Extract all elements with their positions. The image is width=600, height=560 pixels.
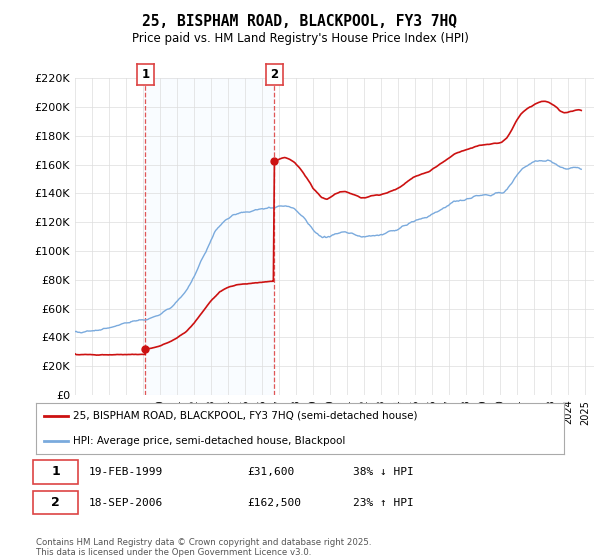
Text: £31,600: £31,600 (247, 467, 295, 477)
Bar (145, 78, 274, 395)
Text: 2: 2 (51, 496, 60, 509)
Text: £162,500: £162,500 (247, 498, 301, 507)
Text: 18-SEP-2006: 18-SEP-2006 (89, 498, 163, 507)
FancyBboxPatch shape (34, 491, 78, 514)
Text: 38% ↓ HPI: 38% ↓ HPI (353, 467, 413, 477)
Text: Contains HM Land Registry data © Crown copyright and database right 2025.
This d: Contains HM Land Registry data © Crown c… (36, 538, 371, 557)
Text: 25, BISPHAM ROAD, BLACKPOOL, FY3 7HQ (semi-detached house): 25, BISPHAM ROAD, BLACKPOOL, FY3 7HQ (se… (73, 411, 418, 421)
Text: 1: 1 (141, 68, 149, 81)
Text: 25, BISPHAM ROAD, BLACKPOOL, FY3 7HQ: 25, BISPHAM ROAD, BLACKPOOL, FY3 7HQ (143, 14, 458, 29)
Text: 2: 2 (271, 68, 278, 81)
Text: 1: 1 (51, 465, 60, 478)
Text: 23% ↑ HPI: 23% ↑ HPI (353, 498, 413, 507)
Text: HPI: Average price, semi-detached house, Blackpool: HPI: Average price, semi-detached house,… (73, 436, 346, 446)
FancyBboxPatch shape (34, 460, 78, 483)
Text: Price paid vs. HM Land Registry's House Price Index (HPI): Price paid vs. HM Land Registry's House … (131, 32, 469, 45)
Text: 19-FEB-1999: 19-FEB-1999 (89, 467, 163, 477)
